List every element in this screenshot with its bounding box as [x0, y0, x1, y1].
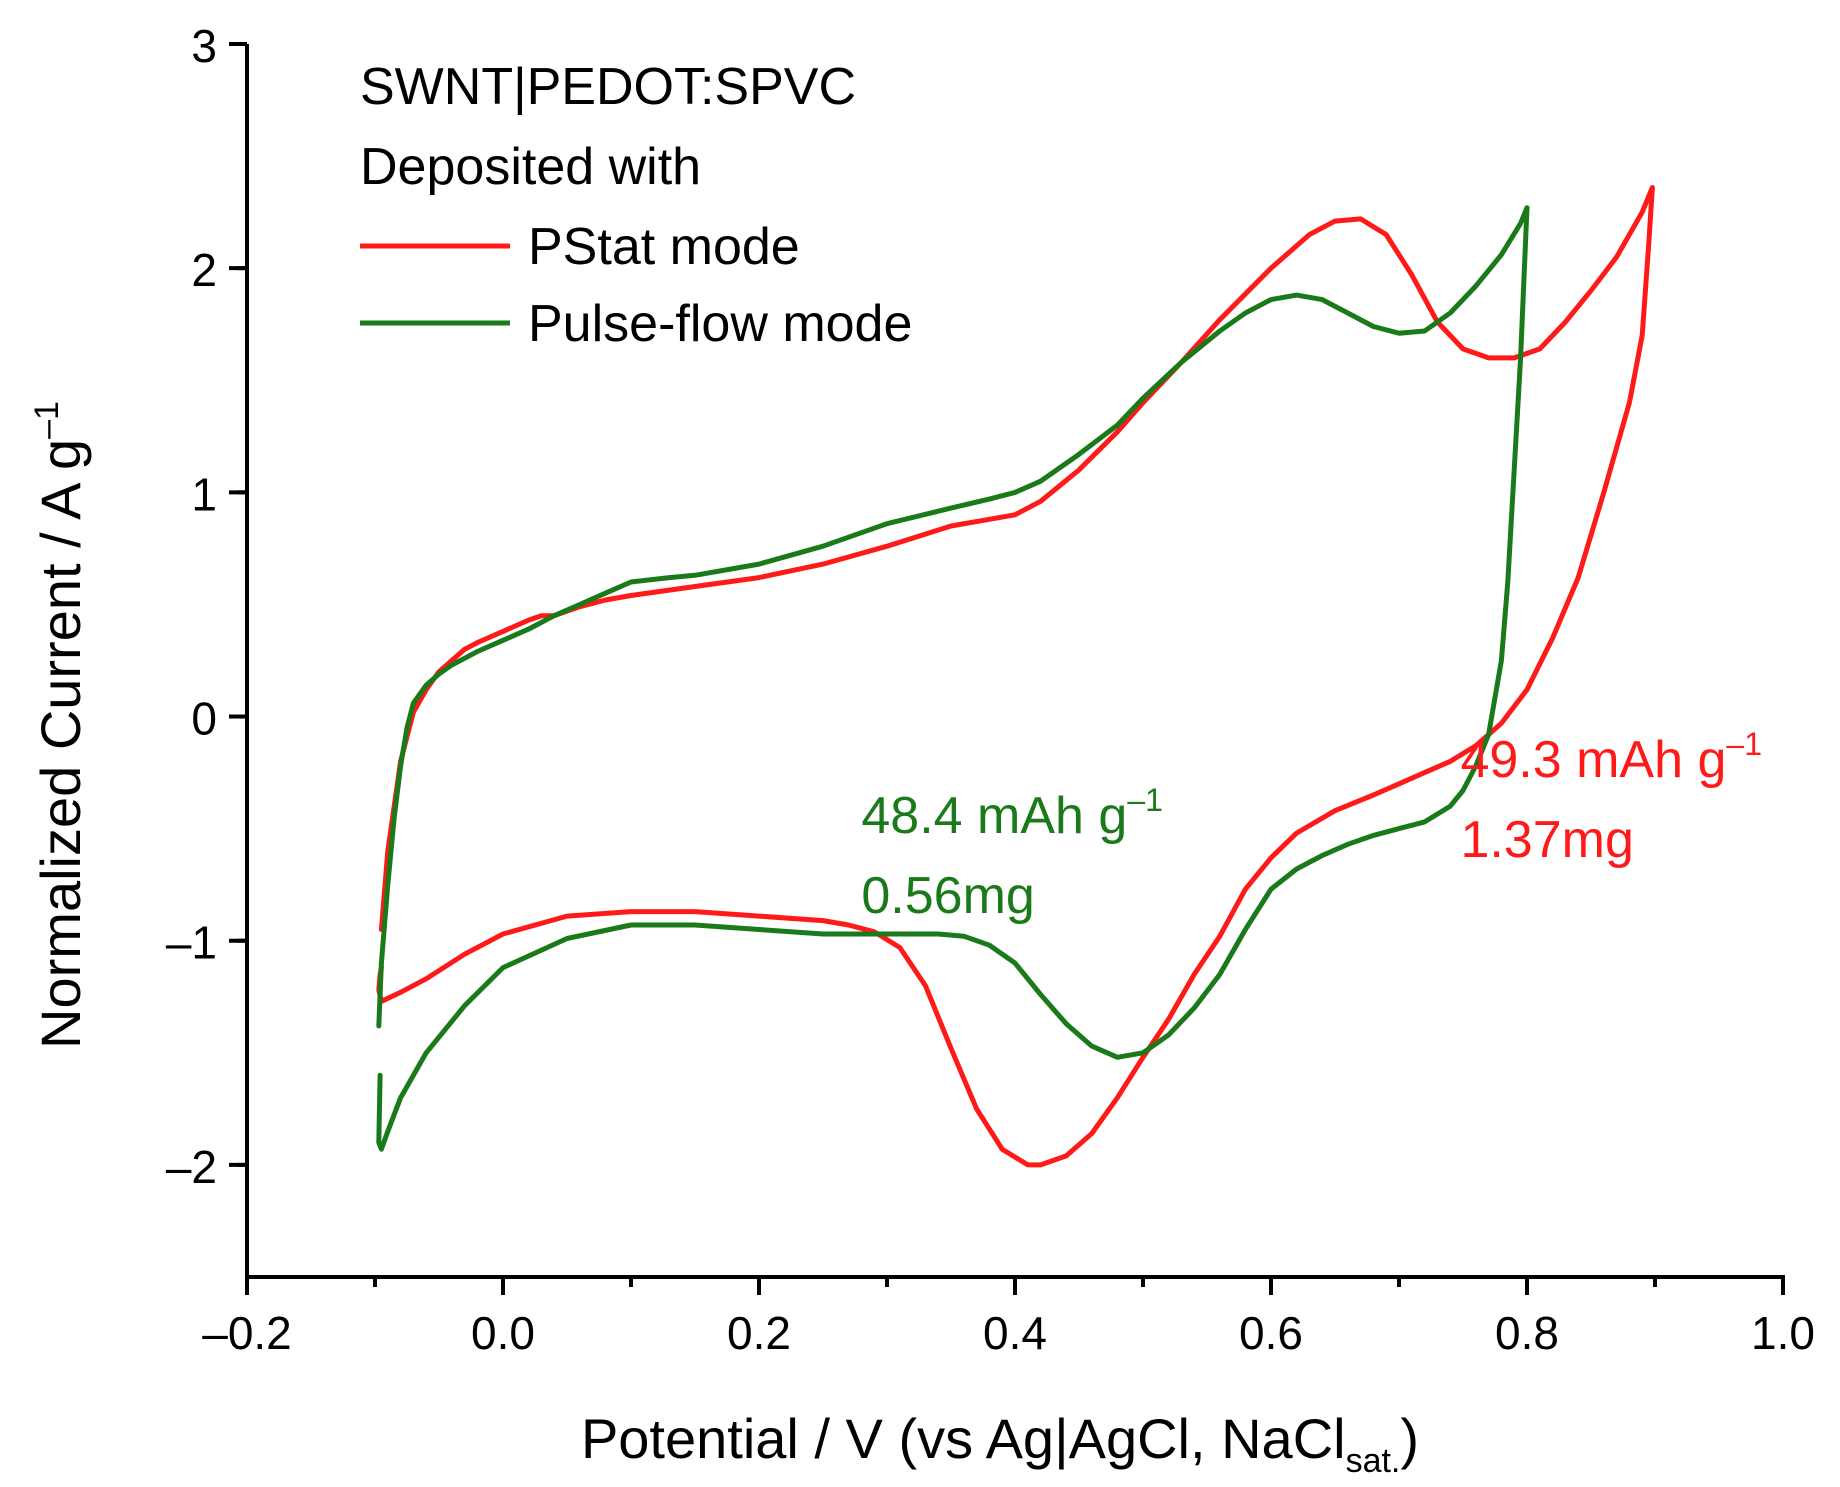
legend-label-pstat: PStat mode [528, 218, 800, 276]
y-tick-label: 0 [191, 693, 217, 745]
x-axis-label-close: ) [1400, 1407, 1419, 1470]
annotation-capacity-main: 49.3 mAh g [1460, 731, 1726, 789]
x-tick-label: 0.6 [1239, 1307, 1303, 1359]
legend-label-pulse-flow: Pulse-flow mode [528, 295, 912, 353]
x-axis-label: Potential / V (vs Ag|AgCl, NaClsat.) [581, 1407, 1419, 1480]
y-axis-label-sup: –1 [28, 401, 66, 439]
series-line-pstat [376, 185, 1655, 1168]
x-axis-label-sub: sat. [1346, 1442, 1401, 1480]
annotation-capacity-sup: –1 [1127, 782, 1163, 818]
y-tick-label: –1 [166, 917, 217, 969]
y-tick-label: 1 [191, 468, 217, 520]
x-ticks: –0.2 0.0 0.2 0.4 0.6 0.8 1.0 [202, 1277, 1815, 1359]
y-tick-label: –2 [166, 1141, 217, 1193]
annotation-mass: 1.37mg [1460, 811, 1633, 869]
x-tick-label: 0.2 [727, 1307, 791, 1359]
x-tick-label: 0.4 [983, 1307, 1047, 1359]
x-tick-label: 1.0 [1751, 1307, 1815, 1359]
annotation-capacity: 48.4 mAh g–1 [861, 782, 1163, 845]
x-tick-label: 0.8 [1495, 1307, 1559, 1359]
annotation-capacity-sup: –1 [1726, 726, 1762, 762]
legend: SWNT|PEDOT:SPVC Deposited with PStat mod… [360, 58, 912, 353]
y-axis-label: Normalized Current / A g–1 [28, 401, 92, 1049]
x-axis-label-main: Potential / V (vs Ag|AgCl, NaCl [581, 1407, 1346, 1470]
y-tick-label: 3 [191, 20, 217, 72]
x-tick-label: –0.2 [202, 1307, 292, 1359]
legend-title-line-1: SWNT|PEDOT:SPVC [360, 58, 856, 116]
x-tick-label: 0.0 [471, 1307, 535, 1359]
axes-layer: –2 –1 0 1 2 3 –0.2 0.0 0.2 0.4 0.6 0.8 1.0 [166, 20, 1815, 1359]
series-line-pulse-flow [376, 205, 1530, 1152]
series-layer [376, 185, 1655, 1168]
legend-title-line-2: Deposited with [360, 138, 701, 196]
y-ticks: –2 –1 0 1 2 3 [166, 20, 247, 1193]
annotation-capacity: 49.3 mAh g–1 [1460, 726, 1762, 789]
plot-area: –2 –1 0 1 2 3 –0.2 0.0 0.2 0.4 0.6 0.8 1.0 [166, 20, 1815, 1359]
annotation-mass: 0.56mg [861, 867, 1034, 925]
y-tick-label: 2 [191, 244, 217, 296]
annotation-capacity-main: 48.4 mAh g [861, 787, 1127, 845]
y-axis-label-main: Normalized Current / A g [29, 439, 92, 1049]
